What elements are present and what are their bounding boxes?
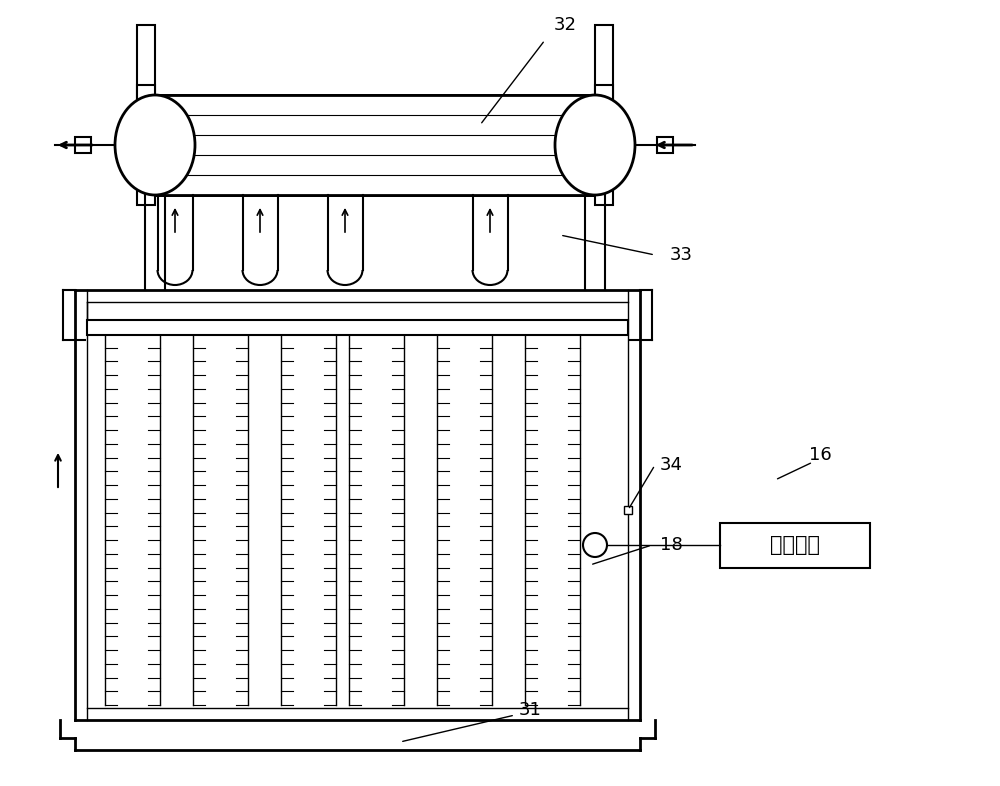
Text: 31: 31 <box>519 701 541 719</box>
Ellipse shape <box>555 95 635 195</box>
Text: 控制系统: 控制系统 <box>770 535 820 555</box>
Bar <box>595 25 613 145</box>
Bar <box>155 95 595 195</box>
Bar <box>87 320 628 335</box>
Bar <box>657 137 673 153</box>
Text: 32: 32 <box>554 16 576 34</box>
Text: 16: 16 <box>809 446 831 464</box>
Bar <box>137 85 155 205</box>
Bar <box>595 85 613 205</box>
Bar <box>75 137 91 153</box>
Ellipse shape <box>115 95 195 195</box>
Bar <box>137 25 155 145</box>
Bar <box>624 506 632 514</box>
Text: 34: 34 <box>660 456 683 474</box>
Text: 18: 18 <box>660 536 683 554</box>
Circle shape <box>583 533 607 557</box>
Text: 33: 33 <box>670 246 693 264</box>
Bar <box>720 523 870 567</box>
Bar <box>155 95 595 195</box>
